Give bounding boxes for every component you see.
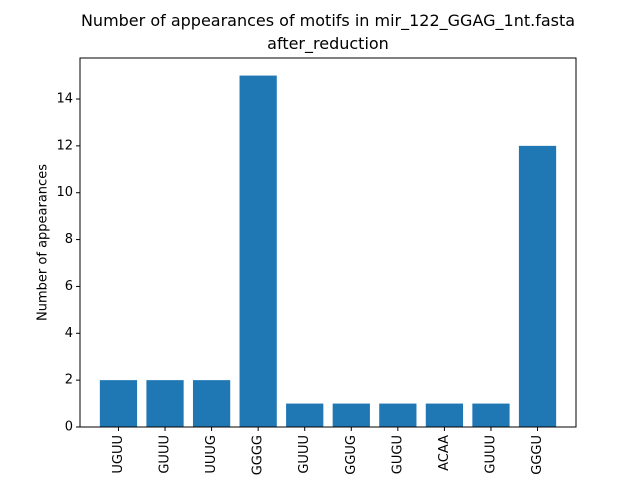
bar-gggg-3 xyxy=(239,75,277,427)
bar-guuu-4 xyxy=(286,403,324,427)
y-axis-label: Number of appearances xyxy=(36,164,51,321)
x-tick-label: ACAA xyxy=(437,435,452,471)
chart-title-line-1: Number of appearances of motifs in mir_1… xyxy=(80,11,576,30)
x-tick-label: GUUU xyxy=(483,435,498,474)
x-tick-label: UGUU xyxy=(111,435,126,474)
y-tick-label: 6 xyxy=(65,279,73,294)
y-tick-label: 8 xyxy=(65,232,73,247)
y-tick-label: 12 xyxy=(56,138,73,153)
bars-layer xyxy=(99,75,557,428)
bar-gugu-6 xyxy=(379,403,417,427)
x-tick-label: GUUU xyxy=(297,435,312,474)
y-tick-label: 10 xyxy=(56,185,73,200)
y-tick-label: 2 xyxy=(65,373,73,388)
x-tick-label: GGGU xyxy=(530,435,545,475)
x-tick-label: GGUG xyxy=(344,435,359,475)
y-tick-label: 14 xyxy=(56,92,73,107)
x-tick-label: GUUU xyxy=(158,435,173,474)
bar-uuug-2 xyxy=(192,380,231,427)
bar-uguu-0 xyxy=(99,380,138,427)
bar-acaa-7 xyxy=(425,403,464,427)
chart-title-line-2: after_reduction xyxy=(267,34,389,53)
x-axis: UGUU GUUU UUUG GGGG GUUU GGUG GUGU ACAA GUUU GGGU xyxy=(111,427,545,475)
x-tick-label: GGGG xyxy=(251,435,266,475)
bar-guuu-1 xyxy=(146,380,184,427)
y-tick-label: 4 xyxy=(65,326,73,341)
y-axis: 0 2 4 6 8 10 12 14 xyxy=(56,92,80,435)
plot-frame xyxy=(79,57,577,428)
x-tick-label: GUGU xyxy=(390,435,405,474)
y-tick-label: 0 xyxy=(65,420,73,435)
bar-gggu-9 xyxy=(518,145,557,428)
bar-guuu-8 xyxy=(472,403,510,427)
x-tick-label: UUUG xyxy=(204,435,219,474)
bar-ggug-5 xyxy=(332,403,370,427)
